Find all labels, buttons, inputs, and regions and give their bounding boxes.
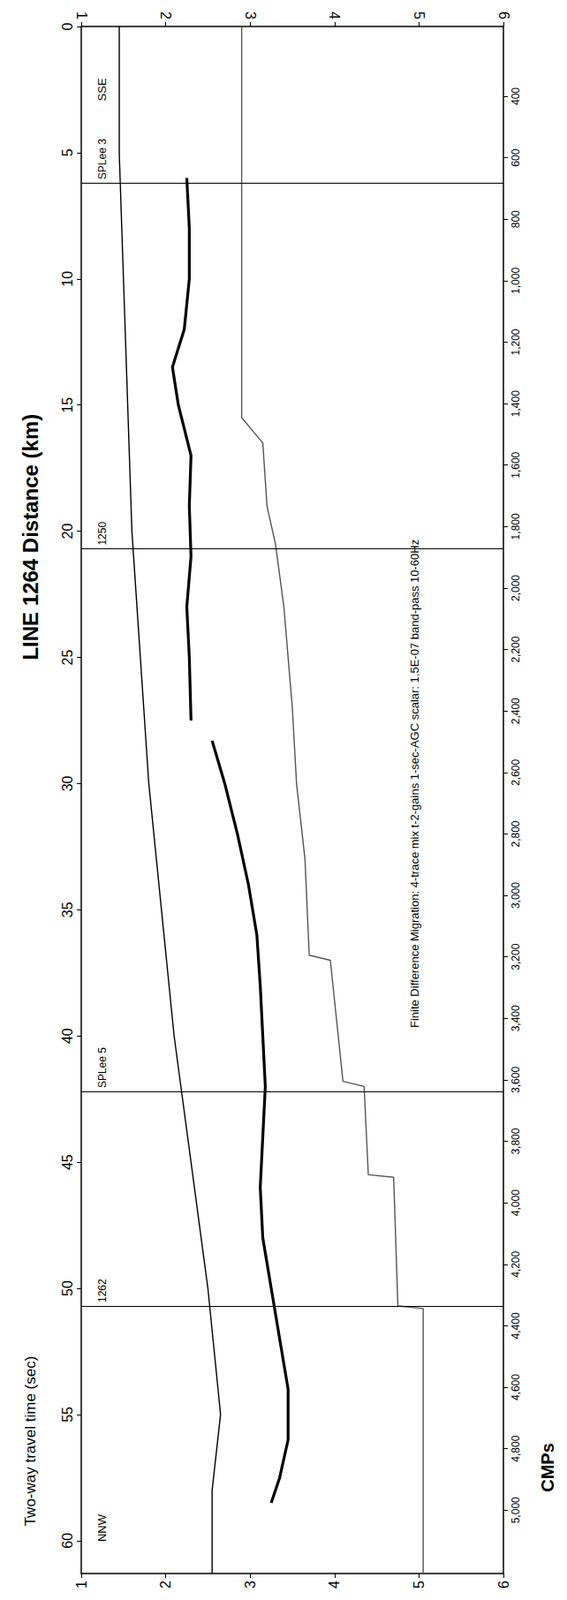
svg-text:400: 400	[509, 87, 522, 106]
svg-text:CMPs: CMPs	[537, 1443, 558, 1493]
svg-text:3: 3	[242, 11, 258, 20]
svg-text:40: 40	[60, 1028, 76, 1044]
svg-text:2,400: 2,400	[509, 697, 522, 725]
svg-text:600: 600	[509, 148, 522, 167]
svg-text:5: 5	[411, 11, 427, 20]
svg-text:4,400: 4,400	[509, 1312, 522, 1339]
svg-text:50: 50	[60, 1280, 76, 1297]
svg-text:5: 5	[411, 1580, 427, 1589]
svg-text:2,000: 2,000	[509, 574, 522, 602]
svg-text:4,000: 4,000	[509, 1189, 522, 1217]
svg-text:1: 1	[74, 11, 90, 20]
svg-text:1262: 1262	[96, 1278, 109, 1303]
svg-text:3,800: 3,800	[509, 1127, 522, 1155]
svg-text:2,800: 2,800	[509, 820, 522, 847]
svg-text:25: 25	[60, 650, 76, 666]
svg-text:Finite Difference Migration: 4: Finite Difference Migration: 4-trace mix…	[408, 539, 422, 1029]
svg-text:1,400: 1,400	[509, 390, 522, 417]
svg-text:35: 35	[60, 901, 76, 918]
svg-text:5,000: 5,000	[509, 1496, 522, 1524]
svg-text:2: 2	[158, 11, 174, 20]
svg-text:6: 6	[496, 11, 512, 20]
svg-text:2: 2	[158, 1580, 174, 1589]
svg-text:4,600: 4,600	[509, 1374, 522, 1401]
svg-text:0: 0	[60, 22, 76, 31]
svg-text:3,000: 3,000	[509, 882, 522, 909]
svg-text:55: 55	[60, 1406, 76, 1423]
svg-text:1250: 1250	[96, 521, 109, 546]
svg-text:45: 45	[60, 1154, 76, 1171]
svg-text:6: 6	[496, 1580, 512, 1589]
svg-text:1,000: 1,000	[509, 267, 522, 295]
svg-text:1,600: 1,600	[509, 451, 522, 478]
svg-text:3: 3	[242, 1580, 258, 1589]
svg-text:NNW: NNW	[95, 1513, 109, 1543]
svg-text:1,200: 1,200	[509, 328, 522, 356]
svg-text:10: 10	[60, 271, 76, 288]
svg-text:3,200: 3,200	[509, 943, 522, 970]
svg-text:1: 1	[74, 1580, 90, 1589]
svg-text:SPLee 5: SPLee 5	[96, 1047, 109, 1089]
svg-text:15: 15	[60, 397, 76, 414]
svg-text:2,600: 2,600	[509, 759, 522, 787]
svg-text:SPLee 3: SPLee 3	[96, 138, 109, 180]
svg-text:800: 800	[509, 210, 522, 228]
svg-text:4,800: 4,800	[509, 1435, 522, 1462]
svg-text:5: 5	[60, 148, 76, 157]
svg-text:3,600: 3,600	[509, 1066, 522, 1094]
svg-text:Two-way travel time (sec): Two-way travel time (sec)	[22, 1356, 39, 1528]
svg-text:30: 30	[60, 775, 76, 792]
svg-text:2,200: 2,200	[509, 635, 522, 663]
svg-text:SSE: SSE	[95, 77, 109, 101]
svg-text:LINE 1264 Distance (km): LINE 1264 Distance (km)	[18, 414, 43, 661]
svg-text:60: 60	[60, 1533, 76, 1550]
svg-text:3,400: 3,400	[509, 1005, 522, 1032]
svg-text:4: 4	[326, 1580, 342, 1589]
svg-text:20: 20	[60, 523, 76, 540]
svg-text:1,800: 1,800	[509, 513, 522, 540]
svg-text:4: 4	[326, 11, 342, 20]
svg-text:4,200: 4,200	[509, 1250, 522, 1278]
